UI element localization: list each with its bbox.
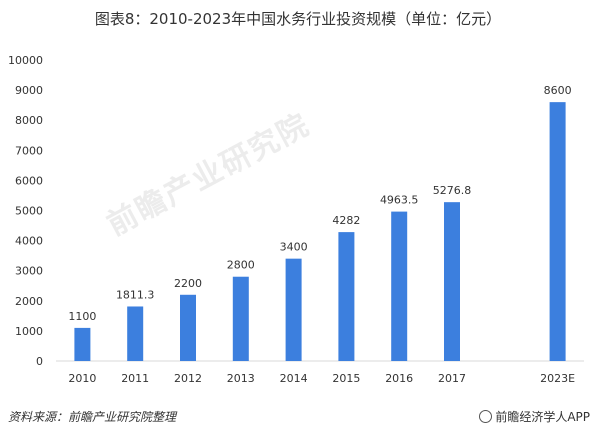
data-label: 1811.3	[116, 288, 155, 301]
chart-title: 图表8：2010-2023年中国水务行业投资规模（单位：亿元）	[94, 10, 502, 28]
bars	[74, 102, 566, 361]
data-label: 4282	[332, 214, 360, 227]
data-label: 3400	[280, 241, 308, 254]
x-tick-label: 2016	[385, 372, 413, 385]
x-tick-label: 2015	[332, 372, 360, 385]
data-label: 8600	[544, 84, 572, 97]
data-label: 4963.5	[380, 194, 419, 207]
data-label: 5276.8	[433, 184, 472, 197]
bar	[285, 258, 302, 361]
bar	[549, 102, 566, 361]
y-axis-ticks: 0 1000 2000 3000 4000 5000 6000 7000 8000 9000 100…	[8, 54, 43, 368]
source-note: 资料来源：前瞻产业研究院整理	[8, 410, 177, 424]
y-tick-label: 1000	[15, 325, 43, 338]
x-tick-label: 2010	[68, 372, 96, 385]
x-axis-ticks: 2010 2011 2012 2013 2014 2015 2016 2017 2023E	[68, 372, 575, 385]
data-label: 2200	[174, 277, 202, 290]
x-tick-label: 2023E	[540, 372, 575, 385]
bar	[391, 211, 408, 361]
bar	[232, 276, 249, 361]
y-tick-label: 3000	[15, 265, 43, 278]
bar	[74, 327, 91, 361]
y-tick-label: 9000	[15, 84, 43, 97]
bar	[180, 294, 196, 361]
x-tick-label: 2012	[174, 372, 202, 385]
y-tick-label: 10000	[8, 54, 43, 67]
bar	[444, 202, 460, 361]
y-tick-label: 4000	[15, 235, 43, 248]
bar	[127, 306, 144, 361]
y-tick-label: 8000	[15, 114, 43, 127]
y-tick-label: 0	[36, 355, 43, 368]
y-tick-label: 6000	[15, 174, 43, 187]
y-tick-label: 5000	[15, 205, 43, 218]
x-tick-label: 2017	[438, 372, 466, 385]
x-tick-label: 2014	[280, 372, 308, 385]
brand-label: 前瞻经济学人APP	[495, 410, 590, 424]
x-tick-label: 2011	[121, 372, 149, 385]
data-label: 1100	[68, 310, 96, 323]
y-tick-label: 2000	[15, 295, 43, 308]
data-labels: 1100 1811.3 2200 2800 3400 4282 4963.5 5276.8 86…	[68, 84, 571, 323]
data-label: 2800	[227, 259, 255, 272]
brand-footer: 前瞻经济学人APP	[479, 408, 590, 425]
x-tick-label: 2013	[227, 372, 255, 385]
y-tick-label: 7000	[15, 144, 43, 157]
brand-logo-icon	[479, 410, 493, 423]
bar	[338, 232, 355, 361]
